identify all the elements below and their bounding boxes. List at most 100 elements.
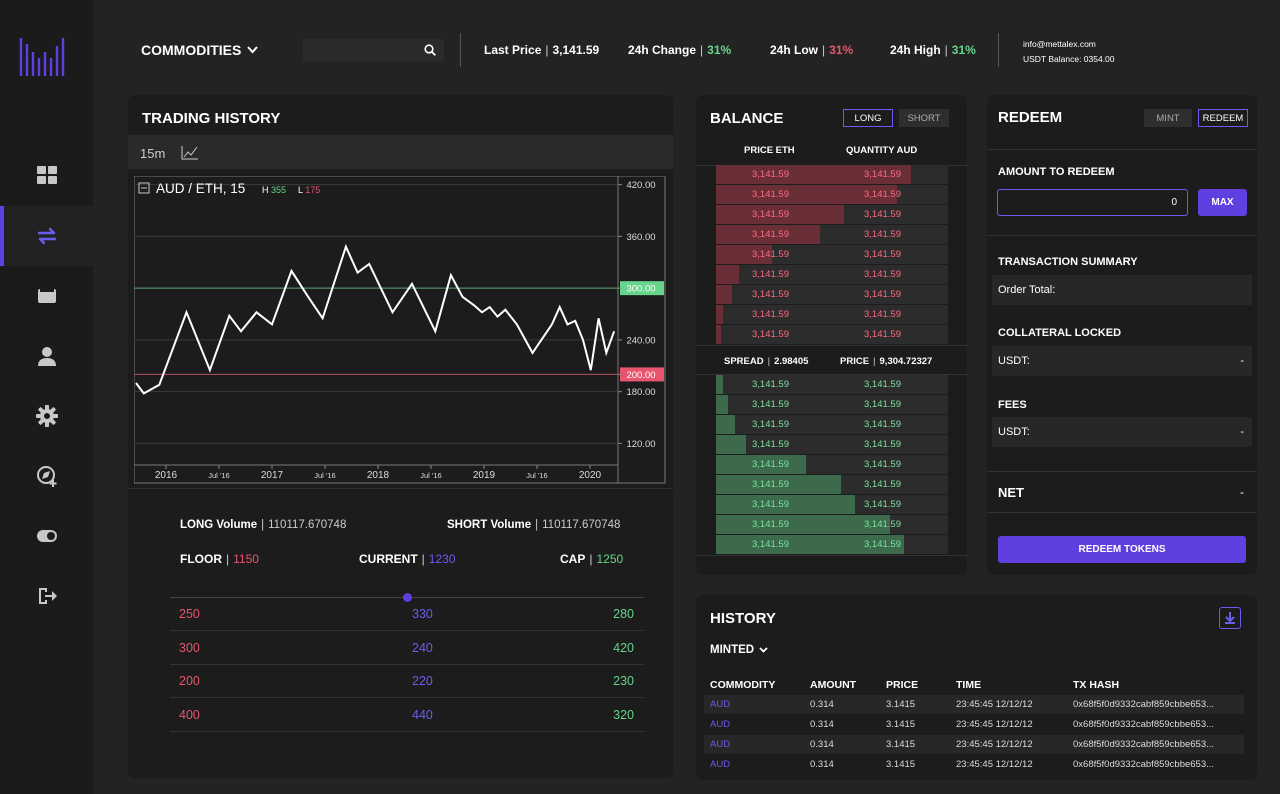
- history-row[interactable]: AUD 0.314 3.1415 23:45:45 12/12/12 0x68f5f0d…: [704, 715, 1244, 734]
- change-label: 24h Change: [628, 43, 697, 57]
- y-tick-label: 120.00: [626, 439, 655, 450]
- depth-bar: [716, 435, 747, 454]
- short-volume: SHORT Volume | 110117.670748: [447, 519, 621, 531]
- history-col-header: COMMODITY: [710, 679, 776, 691]
- depth-bar: [716, 285, 733, 304]
- category-dropdown[interactable]: COMMODITIES: [141, 42, 259, 58]
- depth-bar: [716, 305, 723, 324]
- redeem-tab[interactable]: REDEEM: [1198, 109, 1248, 127]
- high-24h: 24h High | 31%: [890, 43, 976, 57]
- level-floor: 250: [179, 607, 200, 621]
- compass-plus-icon: [36, 466, 56, 487]
- history-row[interactable]: AUD 0.314 3.1415 23:45:45 12/12/12 0x68f5f0d…: [704, 735, 1244, 754]
- history-cell: 0.314: [810, 759, 834, 770]
- amount-label: AMOUNT TO REDEEM: [998, 166, 1115, 178]
- y-tick-label: 180.00: [626, 387, 655, 398]
- history-cell: 0.314: [810, 699, 834, 710]
- level-cap: 230: [613, 674, 634, 688]
- divider: [998, 33, 999, 67]
- nav-logout[interactable]: [0, 566, 93, 626]
- level-cap: 320: [613, 707, 634, 722]
- x-tick-label: Jul '16: [526, 471, 547, 480]
- current-stat: CURRENT | 1230: [359, 552, 456, 566]
- fees-label: FEES: [998, 399, 1027, 411]
- divider: [460, 33, 461, 67]
- nav-toggle[interactable]: [0, 506, 93, 566]
- short-toggle[interactable]: SHORT: [899, 109, 949, 127]
- nav-user[interactable]: [0, 326, 93, 386]
- bid-price: 3,141.59: [752, 439, 789, 450]
- logout-icon: [38, 588, 57, 604]
- depth-bar: [716, 325, 721, 344]
- level-price-tag: [620, 367, 664, 382]
- history-cell: 3.1415: [886, 719, 916, 730]
- ask-quantity: 3,141.59: [864, 229, 901, 240]
- long-toggle[interactable]: LONG: [843, 109, 893, 127]
- ask-quantity: 3,141.59: [864, 169, 901, 180]
- range-slider-handle[interactable]: [402, 593, 412, 602]
- history-filter-dropdown[interactable]: MINTED: [710, 644, 768, 656]
- history-row[interactable]: AUD 0.314 3.1415 23:45:45 12/12/12 0x68f5f0d…: [704, 755, 1244, 774]
- bid-quantity: 3,141.59: [864, 499, 901, 510]
- history-cell: 3.1415: [886, 739, 916, 750]
- row-bg: [716, 245, 948, 264]
- history-commodity: AUD: [710, 719, 731, 730]
- redeem-tokens-button[interactable]: REDEEM TOKENS: [998, 536, 1246, 563]
- logo: [19, 38, 65, 76]
- ask-row: 3,141.59 3,141.59: [716, 185, 948, 204]
- short-volume-label: SHORT Volume: [447, 519, 532, 531]
- amount-value: 0: [1171, 197, 1177, 208]
- amount-input[interactable]: 0: [997, 189, 1188, 216]
- interval-selector[interactable]: 15m: [140, 146, 166, 161]
- mint-tab[interactable]: MINT: [1144, 109, 1192, 127]
- chart-high-value: 355: [271, 185, 286, 195]
- history-cell: 0.314: [810, 719, 834, 730]
- mid-price-label: PRICE: [840, 356, 870, 367]
- order-total-row: Order Total:: [992, 275, 1252, 305]
- bid-row: 3,141.59 3,141.59: [716, 535, 948, 554]
- level-price-tag: [620, 281, 664, 296]
- history-col-header: TIME: [956, 679, 982, 691]
- level-floor: 200: [179, 674, 200, 688]
- bid-quantity: 3,141.59: [864, 399, 901, 410]
- ask-row: 3,141.59 3,141.59: [716, 285, 948, 304]
- chart-high: H 355: [262, 185, 286, 195]
- search-icon[interactable]: [424, 44, 436, 56]
- level-floor: 400: [179, 707, 200, 722]
- history-table-header: COMMODITY AMOUNT PRICE TIME TX HASH: [710, 679, 1240, 693]
- account-info: info@mettalex.com USDT Balance: 0354.00: [1023, 37, 1115, 67]
- chart-high-label: H: [262, 185, 269, 195]
- cap-label: CAP: [560, 552, 586, 566]
- account-balance: USDT Balance: 0354.00: [1023, 54, 1115, 64]
- price-chart[interactable]: 300.00 200.00 420.00 360.00 240.00 180.00 120…: [134, 176, 666, 484]
- row-bg: [716, 435, 948, 454]
- history-row[interactable]: AUD 0.314 3.1415 23:45:45 12/12/12 0x68f5f0d…: [704, 695, 1244, 714]
- nav-dashboard[interactable]: [0, 145, 93, 205]
- bid-price: 3,141.59: [752, 539, 789, 550]
- ask-price: 3,141.59: [752, 309, 789, 320]
- gear-icon: [35, 405, 58, 427]
- depth-bar: [716, 395, 728, 414]
- fees-row: USDT: -: [992, 417, 1252, 447]
- spread-value: 2.98405: [774, 356, 809, 367]
- history-cell: 0x68f5f0d9332cabf859cbbe653...: [1073, 759, 1215, 770]
- nav-settings[interactable]: [0, 386, 93, 446]
- floor-label: FLOOR: [180, 552, 222, 566]
- nav-explore-add[interactable]: [0, 446, 93, 506]
- chart-symbol: AUD / ETH, 15: [156, 181, 245, 196]
- bid-price: 3,141.59: [752, 479, 789, 490]
- line-chart-icon[interactable]: [181, 145, 199, 160]
- depth-bar: [716, 245, 772, 264]
- download-button[interactable]: [1219, 607, 1241, 629]
- history-col-header: PRICE: [886, 679, 919, 691]
- nav-exchange[interactable]: [0, 206, 93, 266]
- depth-bar: [716, 225, 821, 244]
- chart-low-value: 175: [305, 185, 320, 195]
- search-input[interactable]: [303, 39, 444, 61]
- collapse-icon[interactable]: [138, 182, 150, 194]
- nav-wallet[interactable]: [0, 266, 93, 326]
- max-button[interactable]: MAX: [1198, 189, 1247, 216]
- chart-low-label: L: [298, 185, 303, 195]
- row-bg: [716, 305, 948, 324]
- x-tick-label: Jul '16: [314, 471, 335, 480]
